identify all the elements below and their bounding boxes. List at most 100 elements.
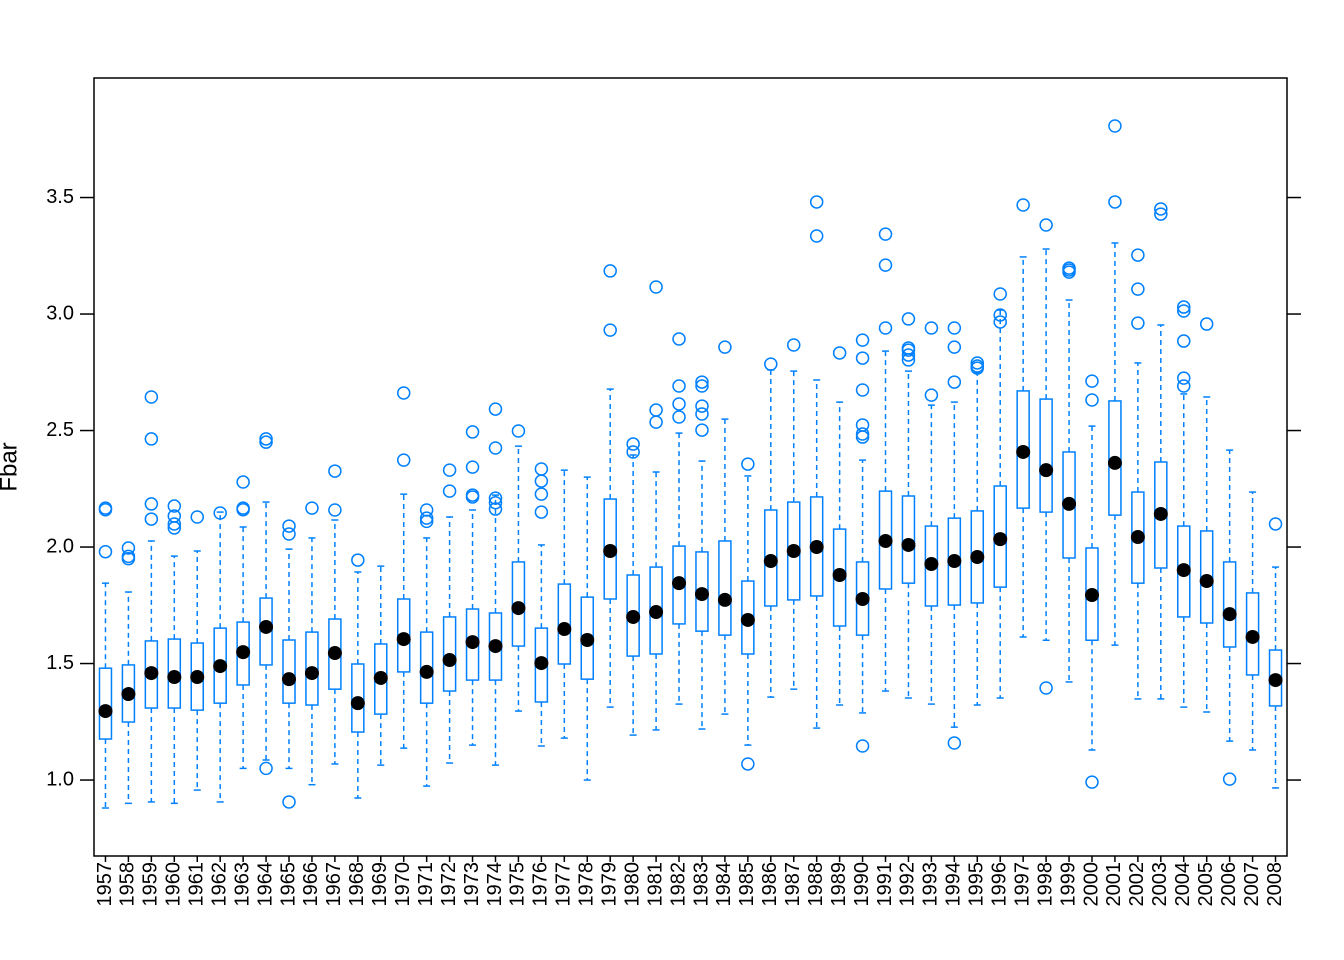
x-tick-label: 1965 <box>277 862 299 907</box>
outlier <box>901 343 916 357</box>
median <box>694 587 709 602</box>
outlier <box>1131 282 1145 296</box>
box <box>305 631 319 706</box>
outlier <box>1131 316 1145 330</box>
outlier <box>741 757 755 771</box>
median <box>511 601 526 616</box>
outlier <box>236 503 250 517</box>
median <box>190 670 205 685</box>
outlier <box>1177 334 1191 348</box>
outlier <box>993 308 1007 322</box>
outlier <box>1039 681 1053 695</box>
outlier <box>1062 265 1076 279</box>
outlier <box>855 351 870 365</box>
outlier <box>488 491 503 505</box>
outlier <box>809 195 824 209</box>
outlier <box>1154 202 1168 216</box>
outlier <box>832 346 847 360</box>
outlier <box>213 506 227 520</box>
outlier <box>1108 119 1122 133</box>
y-tick-label: 1.5 <box>46 652 74 674</box>
x-tick-label: 1978 <box>576 862 598 907</box>
median <box>603 543 618 558</box>
outlier <box>534 474 549 488</box>
box <box>718 540 732 636</box>
outlier <box>488 502 503 516</box>
outlier <box>259 761 273 776</box>
median <box>1016 444 1031 459</box>
median <box>1222 607 1237 622</box>
outlier <box>259 435 273 449</box>
x-tick-label: 1970 <box>392 862 414 907</box>
median <box>1107 455 1122 470</box>
outlier <box>98 544 113 559</box>
outlier <box>649 415 663 429</box>
outlier <box>282 519 296 533</box>
outlier <box>351 553 365 567</box>
median <box>167 670 182 685</box>
outlier <box>1131 248 1145 262</box>
median <box>213 659 228 674</box>
median <box>327 646 342 661</box>
outlier <box>855 427 870 441</box>
outlier <box>328 503 342 517</box>
median <box>1199 574 1214 589</box>
y-axis-label: Fbar <box>0 442 22 491</box>
x-tick-label: 1972 <box>438 862 460 907</box>
median <box>809 540 824 555</box>
outlier <box>488 496 503 510</box>
x-tick-label: 1984 <box>713 862 735 907</box>
outlier <box>1016 198 1030 212</box>
median <box>1245 629 1260 644</box>
outlier <box>855 333 870 347</box>
median <box>144 666 159 681</box>
outlier <box>695 375 709 389</box>
x-tick-label: 1986 <box>759 862 781 907</box>
median <box>1153 506 1168 521</box>
x-tick-label: 1962 <box>208 862 230 907</box>
outlier <box>144 432 159 446</box>
outlier <box>695 423 709 437</box>
outlier <box>649 403 663 417</box>
outlier <box>1199 317 1214 331</box>
x-tick-label: 1994 <box>943 862 965 907</box>
outlier <box>396 453 411 467</box>
x-tick-label: 1971 <box>415 862 437 907</box>
outlier <box>259 432 273 446</box>
outlier <box>901 312 916 326</box>
median <box>98 704 113 719</box>
outlier <box>672 397 686 411</box>
outlier <box>396 386 411 400</box>
outlier <box>190 510 204 524</box>
x-tick-label: 1996 <box>989 862 1011 907</box>
outlier <box>1039 218 1053 232</box>
median <box>534 656 549 671</box>
outlier <box>442 463 457 477</box>
outlier <box>144 497 159 511</box>
box <box>901 495 916 584</box>
x-tick-label: 1960 <box>163 862 185 907</box>
x-tick-label: 2001 <box>1103 862 1125 907</box>
median <box>1062 496 1077 511</box>
plot-frame <box>93 77 1288 857</box>
x-tick-label: 1973 <box>461 862 483 907</box>
median <box>259 619 274 634</box>
x-tick-label: 1997 <box>1011 862 1033 907</box>
outlier <box>855 739 870 753</box>
outlier <box>764 357 778 371</box>
y-tick-label: 2.0 <box>46 535 74 557</box>
x-tick-label: 1993 <box>920 862 942 907</box>
outlier <box>1268 517 1283 531</box>
median <box>672 576 687 591</box>
outlier <box>878 321 893 335</box>
outlier <box>947 321 962 335</box>
y-tick-label: 1.0 <box>46 768 74 790</box>
outlier <box>626 445 640 459</box>
outlier <box>1177 379 1191 393</box>
x-tick-label: 1958 <box>117 862 139 907</box>
x-tick-label: 1959 <box>140 862 162 907</box>
outlier <box>786 338 801 352</box>
box <box>259 597 273 666</box>
x-tick-label: 1981 <box>644 862 666 907</box>
outlier <box>488 402 503 416</box>
